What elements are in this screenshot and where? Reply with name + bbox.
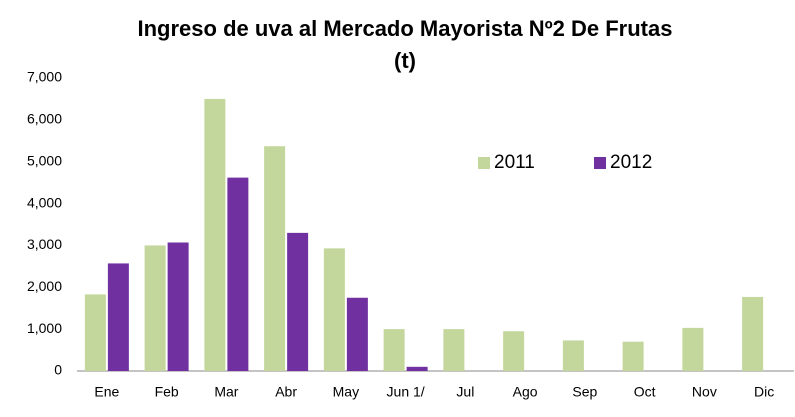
- x-tick-label: Oct: [634, 384, 656, 400]
- x-tick-label: Jul: [456, 384, 474, 400]
- bar: [144, 245, 166, 371]
- legend-swatch: [478, 157, 490, 169]
- legend-label: 2011: [494, 152, 535, 173]
- bar: [107, 263, 129, 371]
- bar: [406, 366, 428, 371]
- x-tick-label: Jun 1/: [387, 384, 425, 400]
- bar: [323, 248, 345, 371]
- bar: [622, 341, 644, 371]
- y-tick-label: 7,000: [27, 69, 62, 85]
- bar: [287, 232, 309, 371]
- x-tick-label: Dic: [754, 384, 774, 400]
- chart-subtitle: (t): [394, 48, 416, 73]
- x-tick-label: Abr: [275, 384, 297, 400]
- y-tick-label: 6,000: [27, 111, 62, 127]
- bar: [742, 296, 764, 371]
- y-tick-label: 4,000: [27, 194, 62, 210]
- y-tick-label: 2,000: [27, 278, 62, 294]
- y-tick-label: 5,000: [27, 152, 62, 168]
- bar: [682, 327, 704, 371]
- legend-swatch: [594, 157, 606, 169]
- x-tick-label: Sep: [572, 384, 597, 400]
- bar: [227, 177, 249, 371]
- x-tick-label: Ago: [513, 384, 538, 400]
- bar: [443, 329, 465, 371]
- x-tick-label: May: [333, 384, 359, 400]
- bar: [503, 331, 525, 371]
- y-tick-label: 0: [54, 362, 62, 378]
- x-tick-label: Mar: [214, 384, 238, 400]
- bar: [383, 329, 405, 371]
- legend-label: 2012: [610, 152, 652, 173]
- bar: [84, 294, 106, 371]
- bar: [346, 297, 368, 371]
- y-tick-label: 3,000: [27, 236, 62, 252]
- x-tick-label: Ene: [94, 384, 119, 400]
- x-tick-label: Feb: [155, 384, 179, 400]
- y-tick-label: 1,000: [27, 320, 62, 336]
- bar: [167, 242, 189, 371]
- bar: [204, 98, 226, 371]
- chart-title: Ingreso de uva al Mercado Mayorista Nº2 …: [138, 16, 673, 41]
- x-tick-label: Nov: [692, 384, 717, 400]
- bar: [264, 146, 286, 371]
- bar: [562, 340, 584, 371]
